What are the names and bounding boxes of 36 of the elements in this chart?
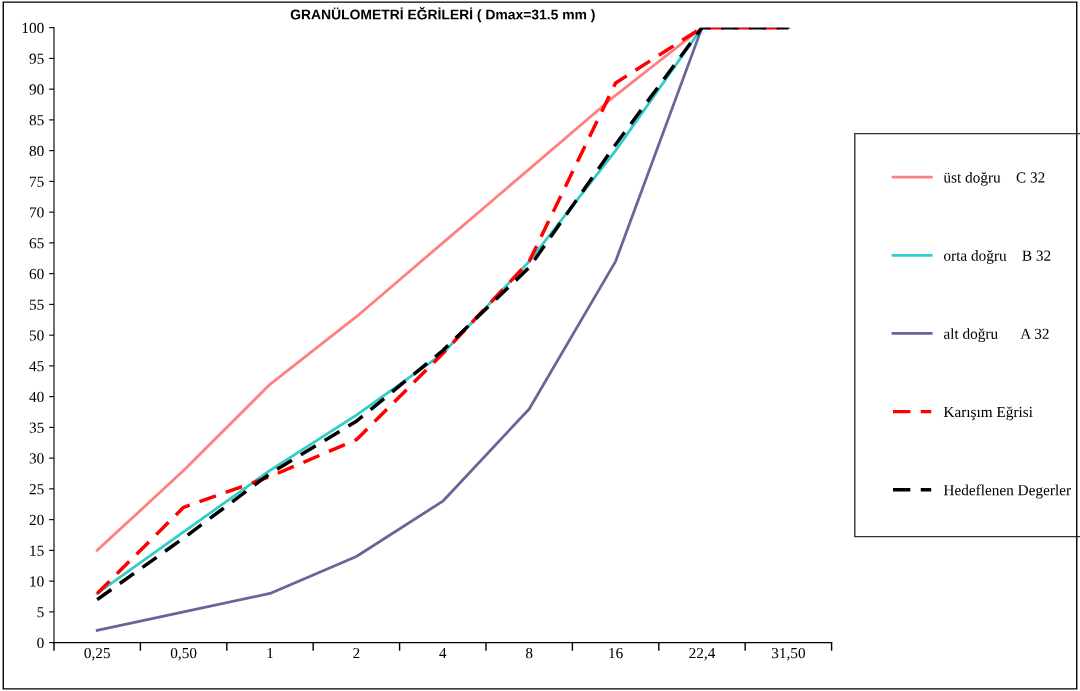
y-tick-label: 10 xyxy=(30,576,44,587)
y-tick-label: 75 xyxy=(30,176,44,187)
y-tick-label: 70 xyxy=(30,207,44,218)
x-tick-label: 1 xyxy=(267,648,273,659)
x-tick-label: 4 xyxy=(439,648,447,659)
legend-label: Hedeflenen Degerler xyxy=(943,484,1071,499)
y-tick-label: 50 xyxy=(29,330,44,341)
y-tick-label: 55 xyxy=(29,299,44,310)
legend-label: alt doğru A 32 xyxy=(943,328,1049,343)
chart-title: GRANÜLOMETRİ EĞRİLERİ ( Dmax=31.5 mm ) xyxy=(290,7,595,23)
legend-label: orta doğru B 32 xyxy=(943,250,1051,264)
y-tick-label: 65 xyxy=(29,238,44,249)
y-tick-label: 5 xyxy=(37,607,44,618)
x-tick-label: 0,25 xyxy=(84,647,110,661)
legend-label: Karışım Eğrisi xyxy=(943,406,1033,421)
x-tick-label: 31,50 xyxy=(771,647,806,661)
y-tick-label: 30 xyxy=(29,453,44,464)
x-tick-label: 0,50 xyxy=(170,647,197,661)
y-tick-label: 90 xyxy=(29,84,44,95)
y-tick-label: 85 xyxy=(29,115,44,126)
y-tick-label: 35 xyxy=(29,422,44,433)
y-tick-label: 40 xyxy=(29,391,44,403)
y-tick-label: 95 xyxy=(29,53,44,64)
y-tick-label: 100 xyxy=(22,22,44,34)
y-tick-label: 15 xyxy=(30,545,44,556)
y-tick-label: 20 xyxy=(29,514,44,526)
x-tick-label: 16 xyxy=(609,647,623,659)
x-tick-label: 2 xyxy=(353,647,360,659)
y-tick-label: 80 xyxy=(29,145,44,157)
y-tick-label: 60 xyxy=(29,268,44,280)
legend-label: üst doğru C 32 xyxy=(943,171,1045,186)
x-tick-label: 22,4 xyxy=(689,647,716,661)
x-tick-label: 8 xyxy=(525,647,533,659)
y-tick-label: 25 xyxy=(29,484,44,495)
y-tick-label: 0 xyxy=(37,637,44,649)
y-tick-label: 45 xyxy=(29,361,44,372)
